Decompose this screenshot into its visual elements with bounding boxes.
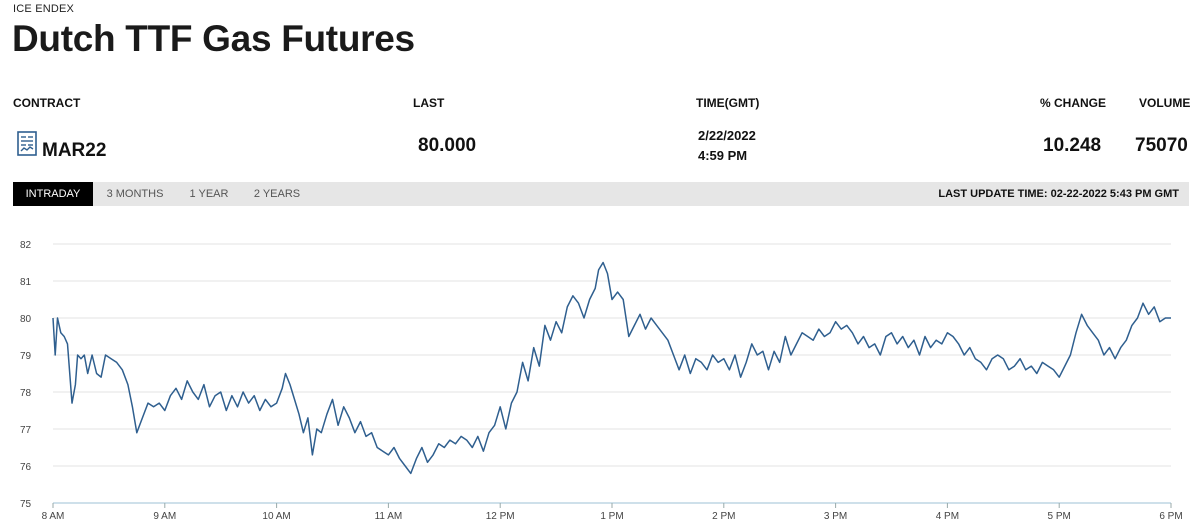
y-tick-label: 82 [20, 240, 32, 251]
tab-2-years[interactable]: 2 YEARS [253, 188, 301, 200]
y-tick-label: 81 [20, 277, 32, 288]
column-header-pct-change: % CHANGE [1040, 96, 1107, 110]
range-tab-bar: INTRADAY 3 MONTHS 1 YEAR 2 YEARS LAST UP… [13, 182, 1189, 206]
volume-value: 75070 [1135, 135, 1188, 156]
tab-1-year[interactable]: 1 YEAR [189, 188, 229, 200]
tab-intraday[interactable]: INTRADAY [13, 182, 93, 206]
column-header-contract: CONTRACT [13, 96, 81, 110]
exchange-label: ICE ENDEX [13, 3, 75, 15]
contract-name[interactable]: MAR22 [42, 140, 107, 161]
x-tick-label: 1 PM [600, 511, 623, 522]
x-tick-label: 8 AM [42, 511, 65, 522]
price-chart: 75 76 77 78 79 80 81 82 8 AM 9 AM 10 AM 11 AM 12 PM… [20, 240, 1183, 522]
column-header-volume: VOLUME [1139, 96, 1191, 110]
column-header-time: TIME(GMT) [696, 96, 760, 110]
x-tick-label: 10 AM [262, 511, 290, 522]
y-tick-label: 76 [20, 462, 32, 473]
x-tick-label: 11 AM [375, 511, 403, 522]
document-chart-icon[interactable] [17, 131, 37, 156]
trade-time: 4:59 PM [698, 148, 748, 163]
y-tick-label: 75 [20, 499, 32, 510]
pct-change-value: 10.248 [1043, 135, 1102, 156]
last-update-time: LAST UPDATE TIME: 02-22-2022 5:43 PM GMT [938, 188, 1179, 200]
x-tick-label: 2 PM [712, 511, 735, 522]
page-title: Dutch TTF Gas Futures [12, 18, 415, 59]
column-header-last: LAST [413, 96, 445, 110]
tab-3-months[interactable]: 3 MONTHS [106, 188, 164, 200]
y-tick-label: 79 [20, 351, 32, 362]
last-price: 80.000 [418, 135, 477, 156]
trade-date: 2/22/2022 [698, 128, 756, 143]
y-tick-label: 78 [20, 388, 32, 399]
y-tick-label: 80 [20, 314, 32, 325]
x-tick-label: 5 PM [1048, 511, 1071, 522]
y-tick-label: 77 [20, 425, 32, 436]
x-tick-label: 4 PM [936, 511, 959, 522]
x-tick-label: 6 PM [1159, 511, 1182, 522]
x-tick-label: 12 PM [486, 511, 515, 522]
x-tick-label: 9 AM [153, 511, 176, 522]
price-series-line [52, 261, 1171, 475]
x-tick-label: 3 PM [824, 511, 847, 522]
